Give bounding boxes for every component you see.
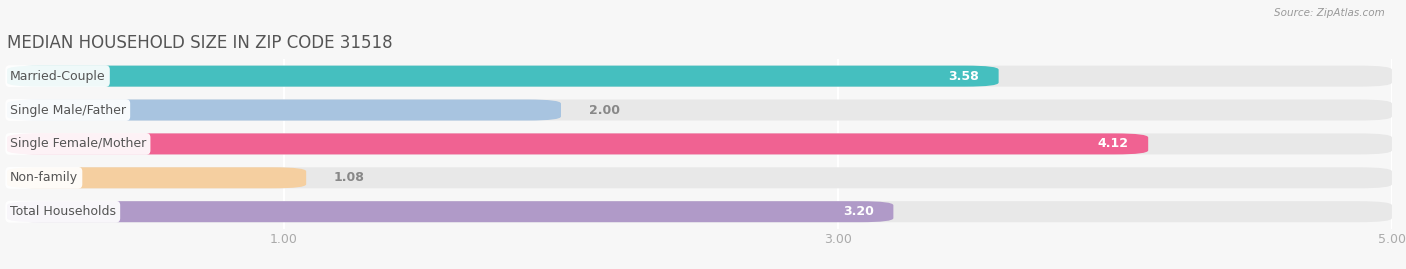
FancyBboxPatch shape <box>7 201 1392 222</box>
Text: Source: ZipAtlas.com: Source: ZipAtlas.com <box>1274 8 1385 18</box>
Text: Single Female/Mother: Single Female/Mother <box>10 137 146 150</box>
Text: MEDIAN HOUSEHOLD SIZE IN ZIP CODE 31518: MEDIAN HOUSEHOLD SIZE IN ZIP CODE 31518 <box>7 34 392 52</box>
FancyBboxPatch shape <box>7 66 998 87</box>
FancyBboxPatch shape <box>7 201 893 222</box>
Text: Single Male/Father: Single Male/Father <box>10 104 125 116</box>
FancyBboxPatch shape <box>7 133 1149 154</box>
FancyBboxPatch shape <box>7 100 561 121</box>
Text: Non-family: Non-family <box>10 171 77 184</box>
FancyBboxPatch shape <box>7 167 1392 188</box>
FancyBboxPatch shape <box>7 133 1392 154</box>
Text: Total Households: Total Households <box>10 205 115 218</box>
Text: 3.20: 3.20 <box>844 205 875 218</box>
FancyBboxPatch shape <box>7 167 307 188</box>
Text: 3.58: 3.58 <box>949 70 979 83</box>
Text: 1.08: 1.08 <box>333 171 364 184</box>
Text: 4.12: 4.12 <box>1098 137 1129 150</box>
Text: 2.00: 2.00 <box>589 104 620 116</box>
Text: Married-Couple: Married-Couple <box>10 70 105 83</box>
FancyBboxPatch shape <box>7 100 1392 121</box>
FancyBboxPatch shape <box>7 66 1392 87</box>
